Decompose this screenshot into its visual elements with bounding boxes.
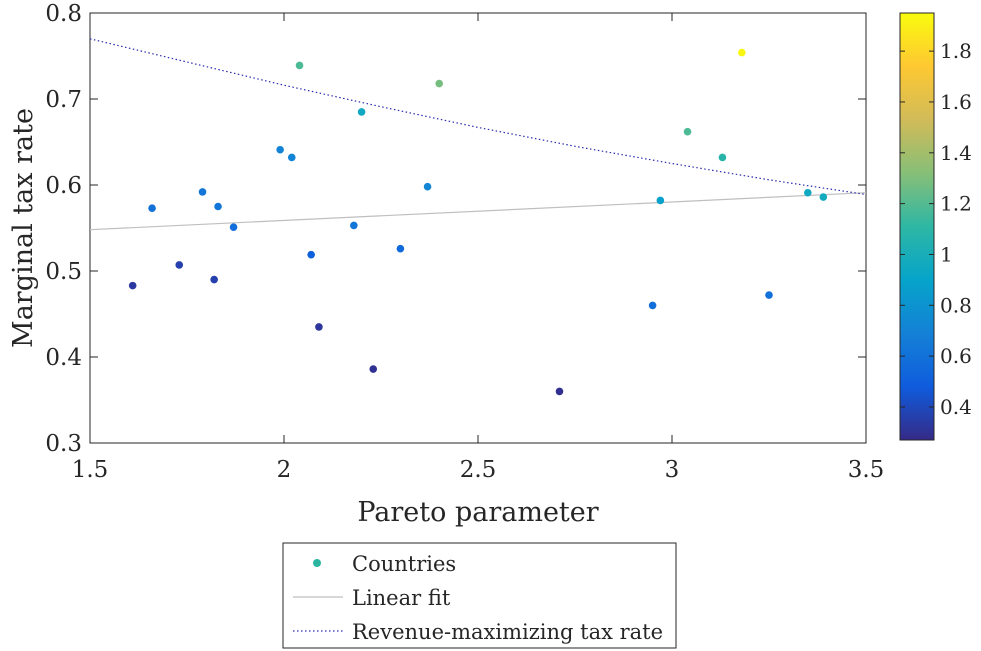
y-tick-label: 0.3 xyxy=(45,431,82,457)
x-tick-label: 3.5 xyxy=(848,457,885,483)
legend-countries-label: Countries xyxy=(352,552,456,576)
country-point xyxy=(128,281,137,290)
colorbar-tick-label: 1.6 xyxy=(940,90,972,114)
y-tick-label: 0.6 xyxy=(45,173,82,199)
x-tick-label: 1.5 xyxy=(72,457,109,483)
colorbar: 0.4 0.6 0.8 1 1.2 1.4 1.6 1.8 xyxy=(899,12,972,441)
country-point xyxy=(276,145,284,154)
x-axis-ticks: 1.5 2 2.5 3 3.5 xyxy=(72,13,885,483)
country-point xyxy=(804,188,812,197)
country-point xyxy=(350,221,358,230)
x-tick-label: 2.5 xyxy=(460,457,497,483)
x-axis-label: Pareto parameter xyxy=(357,497,598,528)
country-point xyxy=(148,204,156,213)
country-point xyxy=(718,153,727,162)
country-point xyxy=(396,244,405,253)
colorbar-tick-label: 0.4 xyxy=(940,395,972,419)
country-point xyxy=(229,223,238,231)
y-tick-label: 0.7 xyxy=(45,87,82,113)
y-tick-label: 0.4 xyxy=(45,345,82,371)
country-point xyxy=(738,48,746,57)
country-point xyxy=(287,153,296,162)
country-point xyxy=(648,301,657,310)
country-point xyxy=(423,182,432,191)
revenue-maximizing-line xyxy=(89,38,867,196)
y-axis-ticks: 0.3 0.4 0.5 0.6 0.7 0.8 xyxy=(45,1,866,457)
colorbar-tick-label: 0.8 xyxy=(940,293,972,317)
legend: Countries Linear fit Revenue-maximizing … xyxy=(282,542,677,649)
country-point xyxy=(555,387,564,396)
linear-fit-line xyxy=(89,192,867,231)
country-point xyxy=(295,61,304,70)
colorbar-tick-label: 1.2 xyxy=(940,192,972,216)
country-point xyxy=(765,291,773,299)
y-axis-label: Marginal tax rate xyxy=(8,108,39,348)
colorbar-tick-label: 1.4 xyxy=(940,141,972,165)
colorbar-tick-label: 1.8 xyxy=(940,39,972,63)
country-point xyxy=(210,275,218,284)
country-point xyxy=(198,188,207,196)
country-point xyxy=(656,196,665,205)
scatter-points xyxy=(128,48,828,396)
fit-lines xyxy=(89,38,867,231)
country-point xyxy=(315,323,323,331)
colorbar-tick-label: 1 xyxy=(940,242,953,266)
country-point xyxy=(683,127,692,136)
legend-countries-marker xyxy=(313,559,321,567)
colorbar-tick-label: 0.6 xyxy=(940,344,972,368)
x-tick-label: 2 xyxy=(277,457,292,483)
country-point xyxy=(175,261,184,269)
country-point xyxy=(357,108,366,116)
colorbar-ticks: 0.4 0.6 0.8 1 1.2 1.4 1.6 1.8 xyxy=(900,39,972,419)
legend-box xyxy=(282,542,677,649)
y-tick-label: 0.8 xyxy=(45,1,82,27)
x-tick-label: 3 xyxy=(665,457,680,483)
country-point xyxy=(435,79,444,88)
country-point xyxy=(307,250,315,259)
country-point xyxy=(819,193,828,201)
country-point xyxy=(369,365,378,373)
plot-area xyxy=(89,12,867,444)
plot-frame xyxy=(89,12,867,444)
legend-revenue-label: Revenue-maximizing tax rate xyxy=(352,620,663,644)
y-tick-label: 0.5 xyxy=(45,259,82,285)
colorbar-gradient xyxy=(899,12,935,441)
country-point xyxy=(214,202,222,211)
legend-linear-fit-label: Linear fit xyxy=(352,586,451,610)
